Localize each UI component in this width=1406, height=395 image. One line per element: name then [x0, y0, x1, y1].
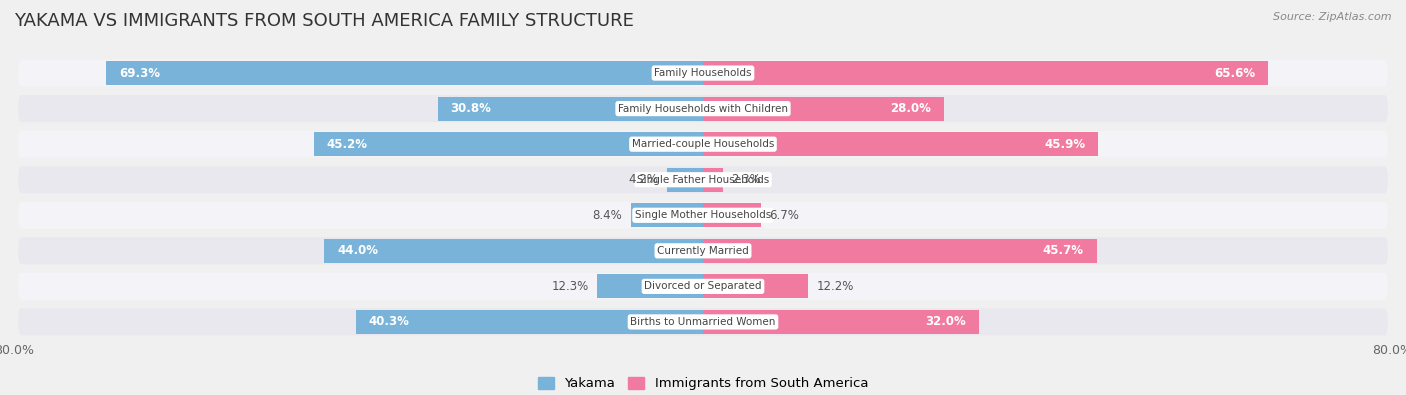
FancyBboxPatch shape	[18, 95, 1388, 122]
Text: Single Father Households: Single Father Households	[637, 175, 769, 185]
Bar	[703, 310, 979, 334]
Bar	[666, 167, 703, 192]
Text: 12.2%: 12.2%	[817, 280, 853, 293]
Text: Currently Married: Currently Married	[657, 246, 749, 256]
Text: 40.3%: 40.3%	[368, 316, 409, 328]
Text: Source: ZipAtlas.com: Source: ZipAtlas.com	[1274, 12, 1392, 22]
FancyBboxPatch shape	[18, 308, 1388, 335]
Bar	[703, 203, 761, 228]
Bar	[703, 96, 945, 121]
Bar	[703, 61, 1268, 85]
Text: 44.0%: 44.0%	[337, 245, 378, 257]
FancyBboxPatch shape	[18, 237, 1388, 264]
Text: Family Households with Children: Family Households with Children	[619, 103, 787, 114]
Text: Married-couple Households: Married-couple Households	[631, 139, 775, 149]
Text: 12.3%: 12.3%	[551, 280, 589, 293]
Bar	[703, 132, 1098, 156]
Text: 65.6%: 65.6%	[1213, 67, 1256, 79]
Bar	[437, 96, 703, 121]
Bar	[107, 61, 703, 85]
Text: Single Mother Households: Single Mother Households	[636, 210, 770, 220]
Bar	[631, 203, 703, 228]
Text: 32.0%: 32.0%	[925, 316, 966, 328]
Bar	[314, 132, 703, 156]
Text: Family Households: Family Households	[654, 68, 752, 78]
Bar	[356, 310, 703, 334]
Legend: Yakama, Immigrants from South America: Yakama, Immigrants from South America	[533, 372, 873, 395]
FancyBboxPatch shape	[18, 60, 1388, 87]
FancyBboxPatch shape	[18, 202, 1388, 229]
Text: Births to Unmarried Women: Births to Unmarried Women	[630, 317, 776, 327]
Text: 6.7%: 6.7%	[769, 209, 799, 222]
Text: 8.4%: 8.4%	[592, 209, 621, 222]
Text: YAKAMA VS IMMIGRANTS FROM SOUTH AMERICA FAMILY STRUCTURE: YAKAMA VS IMMIGRANTS FROM SOUTH AMERICA …	[14, 12, 634, 30]
Text: 69.3%: 69.3%	[120, 67, 160, 79]
Bar	[323, 239, 703, 263]
Text: 2.3%: 2.3%	[731, 173, 761, 186]
Text: 45.9%: 45.9%	[1045, 138, 1085, 150]
Bar	[598, 274, 703, 299]
FancyBboxPatch shape	[18, 166, 1388, 193]
Text: Divorced or Separated: Divorced or Separated	[644, 281, 762, 292]
Bar	[703, 167, 723, 192]
FancyBboxPatch shape	[18, 131, 1388, 158]
Bar	[703, 274, 808, 299]
Bar	[703, 239, 1097, 263]
Text: 45.7%: 45.7%	[1043, 245, 1084, 257]
Text: 4.2%: 4.2%	[628, 173, 658, 186]
FancyBboxPatch shape	[18, 273, 1388, 300]
Text: 30.8%: 30.8%	[451, 102, 492, 115]
Text: 28.0%: 28.0%	[890, 102, 931, 115]
Text: 45.2%: 45.2%	[326, 138, 367, 150]
